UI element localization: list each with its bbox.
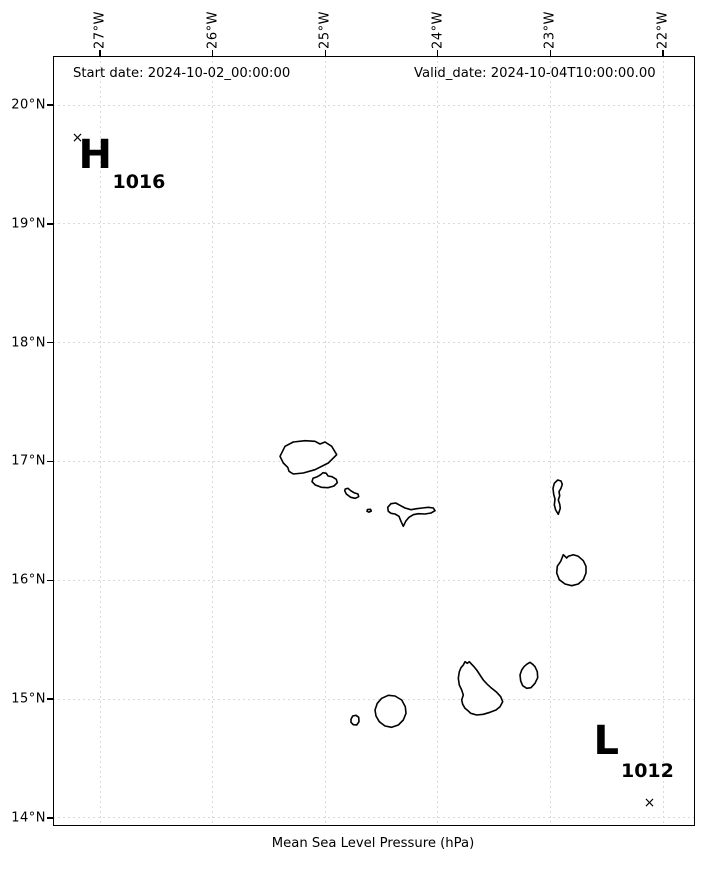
y-tick-mark <box>46 698 53 700</box>
y-tick-mark <box>46 460 53 463</box>
valid-date-annotation: Valid_date: 2024-10-04T10:00:00.00 <box>414 66 656 81</box>
x-tick-label: 22°W <box>655 11 671 49</box>
latitude-gridline <box>52 698 695 700</box>
longitude-gridline <box>324 56 326 826</box>
x-tick-mark <box>211 50 214 56</box>
x-tick-mark <box>324 50 326 56</box>
y-tick-mark <box>46 579 53 582</box>
x-tick-label: 25°W <box>317 11 333 49</box>
high-pressure-x-marker: × <box>71 130 84 147</box>
x-tick-mark <box>662 50 664 56</box>
y-tick-mark <box>46 104 53 106</box>
low-pressure-value: 1012 <box>620 759 674 782</box>
latitude-gridline <box>52 342 695 344</box>
high-pressure-symbol: H <box>78 132 112 179</box>
y-tick-label: 15°N <box>11 691 46 707</box>
y-tick-mark <box>46 223 53 225</box>
x-tick-label: 27°W <box>92 11 108 49</box>
y-tick-mark <box>46 817 53 819</box>
latitude-gridline <box>52 223 695 225</box>
longitude-gridline <box>549 56 551 826</box>
x-axis-label: Mean Sea Level Pressure (hPa) <box>271 836 475 851</box>
latitude-gridline <box>52 104 695 106</box>
longitude-gridline <box>662 56 664 826</box>
y-tick-label: 16°N <box>11 572 46 588</box>
x-tick-mark <box>549 50 552 56</box>
longitude-gridline <box>437 56 439 826</box>
y-tick-label: 20°N <box>11 97 46 113</box>
x-tick-label: 24°W <box>430 11 446 49</box>
y-tick-label: 17°N <box>11 453 46 469</box>
x-tick-label: 23°W <box>542 11 558 49</box>
x-tick-mark <box>437 50 439 56</box>
high-pressure-value: 1016 <box>112 171 166 194</box>
longitude-gridline <box>99 56 101 826</box>
y-tick-label: 14°N <box>11 810 46 826</box>
x-tick-label: 26°W <box>205 11 221 49</box>
low-pressure-x-marker: × <box>643 794 656 811</box>
y-tick-label: 19°N <box>11 216 46 232</box>
y-tick-label: 18°N <box>11 335 46 351</box>
y-tick-mark <box>46 341 53 344</box>
start-date-annotation: Start date: 2024-10-02_00:00:00 <box>73 66 291 81</box>
longitude-gridline <box>212 56 214 826</box>
latitude-gridline <box>52 460 695 462</box>
x-tick-mark <box>99 50 101 56</box>
latitude-gridline <box>52 817 695 819</box>
low-pressure-symbol: L <box>593 717 619 764</box>
latitude-gridline <box>52 579 695 581</box>
